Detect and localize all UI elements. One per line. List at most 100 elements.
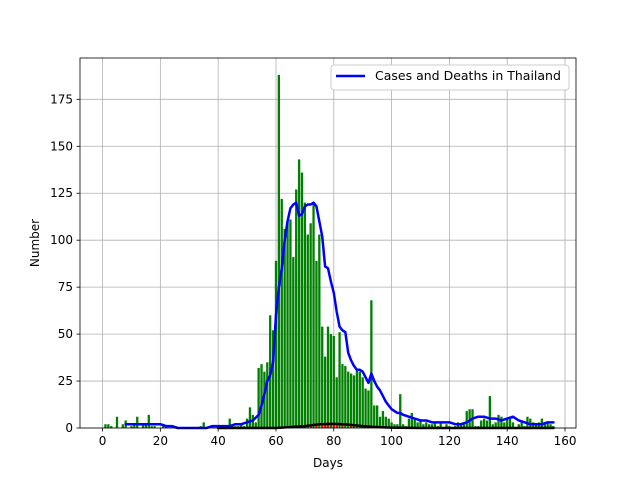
case-bar <box>361 377 364 428</box>
case-bar <box>263 371 266 428</box>
case-bar <box>153 426 156 428</box>
case-bar <box>433 422 437 428</box>
death-bar <box>323 424 327 428</box>
case-bar <box>133 424 136 428</box>
y-tick-label: 0 <box>65 421 73 435</box>
case-bar <box>428 424 431 428</box>
case-bar <box>425 422 428 428</box>
cases-trend-line <box>124 201 555 430</box>
case-bar <box>459 424 463 428</box>
y-tick-label: 125 <box>50 186 73 200</box>
bars <box>104 74 555 428</box>
case-bar <box>482 418 486 428</box>
x-tick-label: 120 <box>438 434 461 448</box>
case-bar <box>534 424 538 428</box>
case-bar <box>546 422 549 428</box>
case-bar <box>355 369 359 428</box>
case-bar <box>300 172 304 428</box>
case-bar <box>115 416 119 428</box>
plot-frame <box>79 57 577 429</box>
x-tick-label: 40 <box>211 434 226 448</box>
death-bar <box>309 426 312 428</box>
case-bar <box>497 414 500 428</box>
case-bar <box>266 362 269 428</box>
case-bar <box>104 424 107 428</box>
case-bar <box>485 420 489 428</box>
case-bar <box>283 228 286 428</box>
case-bar <box>410 412 413 428</box>
case-bar <box>136 416 139 428</box>
case-bar <box>358 371 361 428</box>
case-bar <box>321 326 324 428</box>
case-bar <box>465 411 468 428</box>
case-bar <box>430 424 434 428</box>
legend-label: Cases and Deaths in Thailand <box>375 68 561 83</box>
x-tick-label: 160 <box>554 434 577 448</box>
case-bar <box>338 332 341 428</box>
case-bar <box>289 219 292 428</box>
case-bar <box>347 371 350 428</box>
case-bar <box>494 422 497 428</box>
case-bar <box>240 424 243 428</box>
case-bar <box>349 373 353 428</box>
case-bar <box>110 426 113 428</box>
case-bar <box>271 330 275 428</box>
case-bar <box>367 390 370 428</box>
case-bar <box>248 407 252 428</box>
death-bar <box>341 426 344 428</box>
case-bar <box>323 356 327 428</box>
case-bar <box>445 424 448 428</box>
y-tick-label: 50 <box>58 327 73 341</box>
legend-box <box>330 64 570 91</box>
case-bar <box>202 422 205 428</box>
case-bar <box>381 411 385 428</box>
case-bar <box>297 159 301 428</box>
case-bar <box>121 424 124 428</box>
legend: Cases and Deaths in Thailand <box>330 64 570 91</box>
x-tick-label: 60 <box>268 434 283 448</box>
case-bar <box>387 418 390 428</box>
case-bar <box>462 424 466 428</box>
case-bar <box>491 424 494 428</box>
y-axis-label: Number <box>28 219 42 267</box>
case-bar <box>378 416 382 428</box>
case-bar <box>503 422 506 428</box>
death-bar <box>332 424 335 428</box>
death-bar <box>315 424 318 428</box>
case-bar <box>344 366 347 428</box>
case-bar <box>364 388 367 428</box>
case-bar <box>326 326 330 428</box>
case-bar <box>280 198 283 428</box>
case-bar <box>549 424 552 428</box>
y-tick-label: 25 <box>58 374 73 388</box>
case-bar <box>150 426 153 428</box>
case-bar <box>506 418 509 428</box>
case-bar <box>517 424 520 428</box>
death-bar <box>349 426 353 428</box>
case-bar <box>274 260 278 428</box>
case-bar <box>508 416 512 428</box>
case-bar <box>341 364 344 428</box>
case-bar <box>144 424 148 428</box>
case-bar <box>335 377 338 428</box>
case-bar <box>384 416 387 428</box>
case-bar <box>488 396 492 428</box>
case-bar <box>393 424 396 428</box>
death-bar <box>321 424 324 428</box>
case-bar <box>228 418 231 428</box>
case-bar <box>257 367 260 428</box>
case-bar <box>396 424 399 428</box>
case-bar <box>468 409 471 428</box>
case-bar <box>390 422 393 428</box>
case-bar <box>370 300 373 428</box>
case-bar <box>303 202 307 428</box>
case-bar <box>480 420 483 428</box>
case-bar <box>312 202 315 428</box>
case-bar <box>107 424 110 428</box>
y-tick-label: 150 <box>50 139 73 153</box>
case-bar <box>318 234 321 428</box>
case-bar <box>520 422 523 428</box>
case-bar <box>306 234 309 428</box>
x-tick-label: 100 <box>380 434 403 448</box>
